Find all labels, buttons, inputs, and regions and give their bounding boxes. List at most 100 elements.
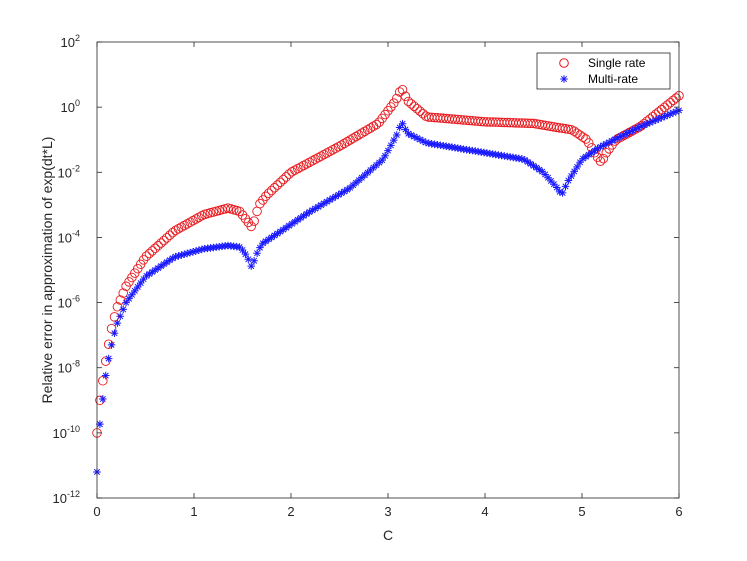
data-point <box>183 249 192 258</box>
data-point <box>314 203 322 211</box>
data-point <box>564 176 573 185</box>
data-point <box>150 243 160 254</box>
data-point <box>302 210 311 218</box>
data-point <box>151 266 159 274</box>
data-point <box>101 371 110 380</box>
data-point <box>298 160 309 171</box>
data-point <box>288 219 296 228</box>
y-tick-label: 10-4 <box>58 228 80 245</box>
data-point <box>159 235 169 246</box>
data-point <box>378 156 386 164</box>
data-point <box>333 141 344 152</box>
data-point <box>192 247 200 255</box>
data-point <box>535 165 544 174</box>
data-point <box>538 167 547 176</box>
data-point <box>579 154 587 163</box>
data-point <box>371 119 382 130</box>
data-point <box>547 177 555 185</box>
data-point <box>238 246 247 254</box>
data-point <box>622 129 631 138</box>
data-point <box>322 148 332 158</box>
data-point <box>599 141 608 150</box>
legend: Single rate Multi-rate <box>536 52 671 90</box>
y-tick-label: 10-8 <box>58 359 80 376</box>
data-point <box>395 123 404 132</box>
data-point <box>654 115 663 123</box>
x-tick-label: 1 <box>190 504 197 519</box>
data-point <box>668 95 678 106</box>
data-point <box>323 197 331 206</box>
data-point <box>325 146 335 157</box>
data-point <box>153 240 163 251</box>
series-multi-rate <box>93 106 683 476</box>
data-point <box>115 295 126 305</box>
data-point <box>266 185 277 196</box>
y-tick-label: 10-2 <box>58 163 80 180</box>
x-tick-label: 0 <box>93 504 100 519</box>
data-point <box>320 199 328 208</box>
data-point <box>566 125 577 135</box>
data-point <box>160 260 168 268</box>
data-point <box>651 116 660 124</box>
data-point <box>412 104 422 114</box>
data-point <box>195 246 203 254</box>
data-point <box>330 143 341 154</box>
data-point <box>282 223 290 232</box>
data-point <box>256 243 264 252</box>
data-point <box>598 153 609 164</box>
data-point <box>179 220 190 231</box>
data-point <box>614 134 622 142</box>
data-point <box>410 132 418 141</box>
data-point <box>164 230 175 241</box>
data-point <box>358 173 366 182</box>
x-axis: 0 1 2 3 4 5 6 <box>93 42 683 519</box>
data-point <box>122 298 130 307</box>
data-point <box>351 131 361 142</box>
data-point <box>345 135 355 145</box>
data-point <box>520 156 529 164</box>
data-point <box>608 137 616 145</box>
data-point <box>671 93 681 103</box>
data-point <box>141 251 152 261</box>
data-point <box>369 163 378 172</box>
data-point <box>365 123 376 133</box>
data-point <box>100 356 111 366</box>
data-point <box>261 237 270 246</box>
data-point <box>173 223 184 234</box>
y-tick-label: 10-12 <box>53 489 80 506</box>
data-point <box>154 264 162 272</box>
data-point <box>392 131 401 139</box>
data-point <box>384 146 392 155</box>
data-point <box>148 268 157 276</box>
data-point <box>672 107 680 116</box>
y-tick-label: 100 <box>61 98 80 115</box>
data-point <box>631 125 640 133</box>
data-point <box>317 201 325 209</box>
data-point <box>279 225 288 234</box>
data-point <box>409 101 419 112</box>
data-point <box>188 215 198 226</box>
data-point <box>308 206 317 215</box>
y-axis-label: Relative error in approximation of exp(d… <box>39 137 55 404</box>
data-point <box>119 305 127 314</box>
legend-label-single-rate: Single rate <box>588 56 646 70</box>
data-point <box>552 183 561 192</box>
data-point <box>180 250 189 259</box>
data-point <box>250 256 258 265</box>
data-point <box>131 287 139 295</box>
data-point <box>291 217 299 226</box>
data-point <box>342 136 353 147</box>
data-point <box>561 182 570 191</box>
data-point <box>403 96 414 107</box>
data-point <box>560 124 571 134</box>
data-point <box>249 216 259 226</box>
data-point <box>354 130 364 140</box>
data-point <box>337 189 346 197</box>
data-point <box>296 214 305 222</box>
data-point <box>112 302 123 312</box>
data-point <box>261 191 271 202</box>
data-point <box>401 125 410 134</box>
data-point <box>328 194 337 203</box>
data-point <box>307 156 318 166</box>
